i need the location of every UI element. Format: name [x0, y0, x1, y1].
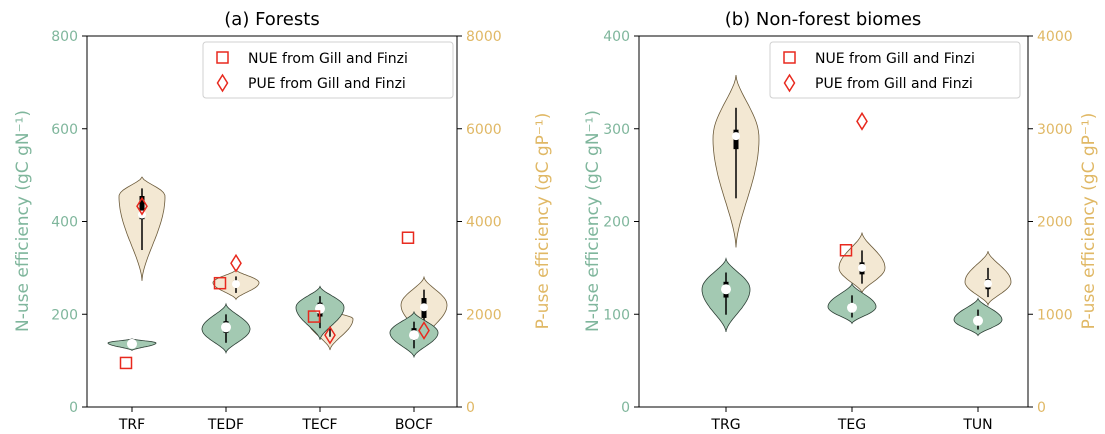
pue-gill-finzi-marker [136, 196, 148, 216]
legend-label-pue: PUE from Gill and Finzi [815, 76, 973, 92]
x-tick-label: TUN [962, 417, 992, 433]
pue-median-point [232, 280, 240, 289]
x-tick-label: TRF [118, 417, 145, 433]
pue-gill-finzi-marker [418, 321, 430, 340]
nue-gill-finzi-marker [401, 231, 415, 244]
y-right-tick-label: 0 [1037, 400, 1046, 416]
pue-median-point [420, 303, 428, 312]
legend-label-nue: NUE from Gill and Finzi [248, 51, 408, 67]
nue-median-point [973, 315, 983, 326]
y-right-tick-label: 4000 [1037, 29, 1073, 45]
nue-median-point [847, 302, 857, 313]
pue-median-point [858, 263, 866, 272]
y-left-tick-label: 0 [69, 400, 78, 416]
pue-median-point [984, 279, 992, 288]
legend-box [202, 41, 454, 99]
legend-box [769, 41, 1021, 99]
legend-label-nue: NUE from Gill and Finzi [815, 51, 975, 67]
x-tick-label: TRG [710, 417, 740, 433]
panel-a-title: (a) Forests [224, 9, 319, 30]
legend-label-pue: PUE from Gill and Finzi [248, 76, 406, 92]
nue-gill-finzi-marker [213, 276, 227, 290]
y-right-tick-label: 2000 [1037, 215, 1073, 231]
y-right-tick-label: 2000 [466, 307, 502, 323]
panel-b-ylabel-left: N-use efficiency (gC gN⁻¹) [583, 110, 603, 332]
nue-gill-finzi-marker [839, 244, 853, 257]
y-right-tick-label: 3000 [1037, 122, 1073, 138]
pue-gill-finzi-marker [324, 325, 336, 345]
x-tick-label: TEG [837, 417, 866, 433]
panel-a-ylabel-right: P-use efficiency (gC gP⁻¹) [533, 113, 553, 330]
panel-b-ylabel-right: P-use efficiency (gC gP⁻¹) [1079, 113, 1099, 330]
pue-median-point [732, 132, 740, 141]
nue-median-point [127, 338, 137, 349]
y-right-tick-label: 6000 [466, 122, 502, 138]
x-tick-label: BOCF [395, 417, 433, 433]
y-left-tick-label: 800 [51, 29, 78, 45]
nue-median-point [221, 322, 231, 333]
y-left-tick-label: 400 [603, 29, 630, 45]
nue-median-point [409, 330, 419, 341]
nue-gill-finzi-marker [307, 310, 321, 323]
y-left-tick-label: 200 [603, 215, 630, 231]
y-right-tick-label: 1000 [1037, 307, 1073, 323]
panel-b-title: (b) Non-forest biomes [725, 9, 922, 30]
y-right-tick-label: 8000 [466, 29, 502, 45]
y-right-tick-label: 4000 [466, 215, 502, 231]
y-left-tick-label: 0 [621, 400, 630, 416]
y-left-tick-label: 600 [51, 122, 78, 138]
panel-a-ylabel-left: N-use efficiency (gC gN⁻¹) [13, 110, 33, 332]
pue-gill-finzi-marker [856, 111, 868, 131]
y-left-tick-label: 100 [603, 307, 630, 323]
x-tick-label: TECF [301, 417, 337, 433]
nue-median-point [721, 284, 731, 295]
y-left-tick-label: 300 [603, 122, 630, 138]
nue-gill-finzi-marker [119, 356, 133, 370]
pue-gill-finzi-marker [230, 253, 242, 273]
legend-square-icon [216, 51, 229, 64]
y-right-tick-label: 0 [466, 400, 475, 416]
legend-diamond-icon [216, 73, 229, 93]
x-tick-label: TEDF [207, 417, 244, 433]
y-left-tick-label: 400 [51, 215, 78, 231]
legend-diamond-icon [783, 73, 796, 93]
y-left-tick-label: 200 [51, 307, 78, 323]
legend-square-icon [783, 51, 796, 64]
